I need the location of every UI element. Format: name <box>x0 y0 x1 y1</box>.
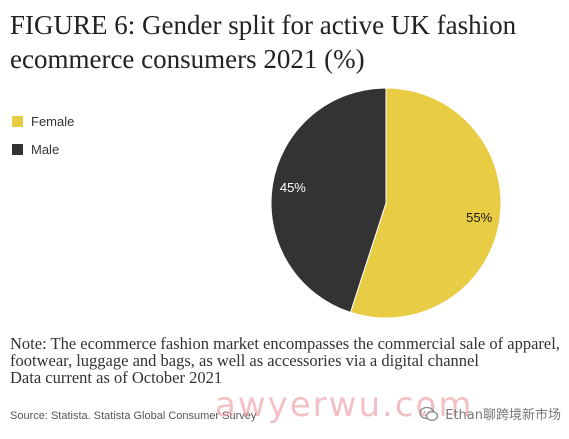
legend: Female Male <box>12 112 74 168</box>
pie-slice-female <box>349 87 502 319</box>
legend-swatch-female <box>12 115 23 127</box>
pie-slice-male <box>270 87 387 314</box>
pie-label-male: 45% <box>280 180 306 195</box>
note-text: Note: The ecommerce fashion market encom… <box>10 334 560 370</box>
note-data-current: Data current as of October 2021 <box>10 368 223 387</box>
wechat-icon <box>419 406 439 421</box>
chart-title: FIGURE 6: Gender split for active UK fas… <box>10 10 517 74</box>
wechat-badge: Ethan聊跨境新市场 <box>419 404 561 423</box>
legend-item-male: Male <box>12 140 74 158</box>
chart-note: Note: The ecommerce fashion market encom… <box>10 335 562 386</box>
wechat-label: Ethan聊跨境新市场 <box>445 408 561 423</box>
legend-label-female: Female <box>31 113 75 129</box>
source-text: Source: Statista. Statista Global Consum… <box>10 410 257 422</box>
pie-label-female: 55% <box>466 210 492 225</box>
legend-swatch-male <box>12 143 23 155</box>
legend-label-male: Male <box>31 141 60 157</box>
legend-item-female: Female <box>12 112 74 130</box>
